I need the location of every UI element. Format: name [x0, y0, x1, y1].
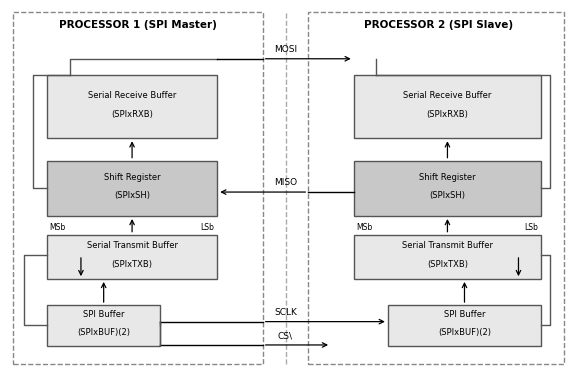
Text: (SPIxTXB): (SPIxTXB) — [111, 260, 152, 269]
Text: Shift Register: Shift Register — [104, 173, 160, 182]
FancyBboxPatch shape — [47, 75, 218, 138]
FancyBboxPatch shape — [353, 161, 541, 216]
Text: SPI Buffer: SPI Buffer — [83, 310, 124, 319]
FancyBboxPatch shape — [47, 161, 218, 216]
Text: Serial Receive Buffer: Serial Receive Buffer — [88, 91, 176, 100]
Text: SPI Buffer: SPI Buffer — [444, 310, 485, 319]
FancyBboxPatch shape — [47, 305, 160, 346]
Text: LSb: LSb — [525, 223, 538, 232]
Text: Serial Transmit Buffer: Serial Transmit Buffer — [402, 241, 493, 250]
Text: MISO: MISO — [274, 178, 297, 187]
Text: (SPIxRXB): (SPIxRXB) — [111, 110, 153, 119]
Text: PROCESSOR 1 (SPI Master): PROCESSOR 1 (SPI Master) — [59, 21, 217, 31]
Text: (SPIxSH): (SPIxSH) — [429, 191, 465, 200]
Text: (SPIxSH): (SPIxSH) — [114, 191, 150, 200]
Text: Serial Transmit Buffer: Serial Transmit Buffer — [87, 241, 178, 250]
FancyBboxPatch shape — [353, 75, 541, 138]
Text: SCLK: SCLK — [274, 308, 297, 317]
Text: Serial Receive Buffer: Serial Receive Buffer — [403, 91, 492, 100]
Text: PROCESSOR 2 (SPI Slave): PROCESSOR 2 (SPI Slave) — [364, 21, 513, 31]
Text: Shift Register: Shift Register — [419, 173, 476, 182]
Text: MSb: MSb — [50, 223, 66, 232]
Text: (SPIxTXB): (SPIxTXB) — [427, 260, 468, 269]
Text: (SPIxBUF)(2): (SPIxBUF)(2) — [438, 328, 491, 337]
Text: LSb: LSb — [200, 223, 215, 232]
FancyBboxPatch shape — [47, 235, 218, 279]
FancyBboxPatch shape — [353, 235, 541, 279]
Text: MOSI: MOSI — [274, 45, 297, 54]
Text: MSb: MSb — [356, 223, 373, 232]
FancyBboxPatch shape — [388, 305, 541, 346]
Text: (SPIxBUF)(2): (SPIxBUF)(2) — [77, 328, 130, 337]
Text: CS\: CS\ — [278, 331, 293, 340]
Text: (SPIxRXB): (SPIxRXB) — [427, 110, 468, 119]
